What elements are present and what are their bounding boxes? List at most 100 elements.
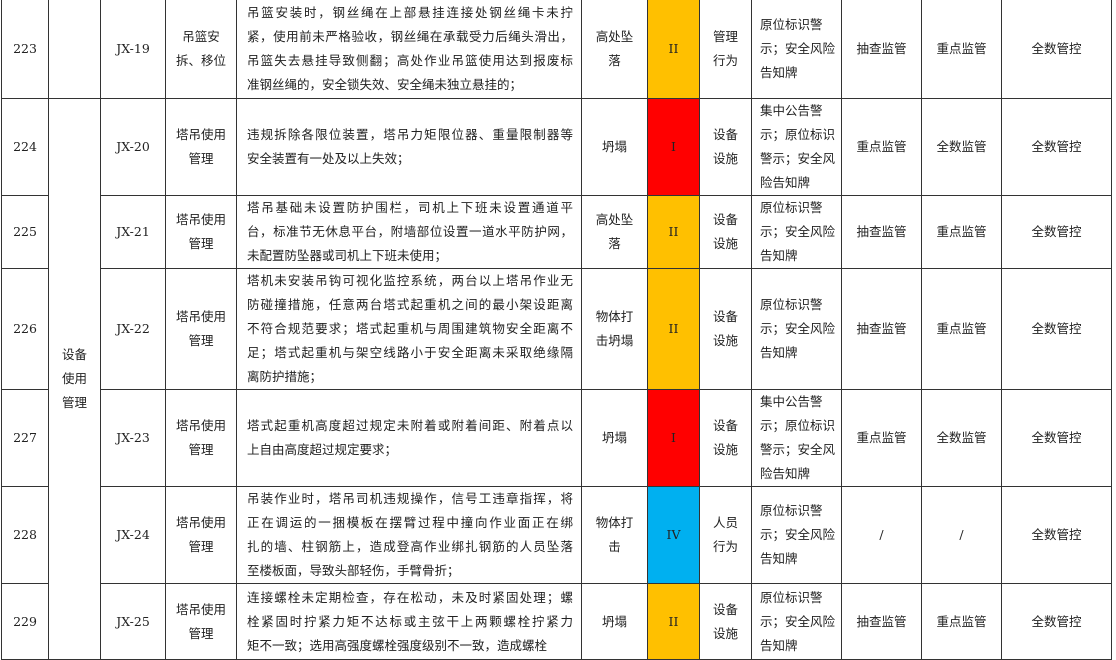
item-cell: 塔吊使用管理 (165, 268, 237, 390)
risk-factor-cell: 设备设施 (699, 583, 752, 660)
code-cell: JX-19 (100, 0, 166, 99)
control-cell: 全数管控 (1001, 486, 1112, 584)
row-number: 228 (1, 486, 49, 584)
code-cell: JX-22 (100, 268, 166, 390)
item-cell: 塔吊使用管理 (165, 98, 237, 196)
risk-level-cell: IV (647, 486, 700, 584)
description-line: 上自由高度超过规定要求； (247, 442, 398, 457)
row-number: 229 (1, 583, 49, 660)
description-cell: 吊篮安装时，钢丝绳在上部悬挂连接处钢丝绳卡未拧 紧，使用前未严格验收，钢丝绳在承载… (236, 0, 582, 99)
supervision-cell-2: 全数监管 (921, 98, 1002, 196)
description-line: 准钢丝绳的，安全锁失效、安全绳未独立悬挂的； (247, 77, 523, 92)
table-row: 224 设备使用管理 JX-20 塔吊使用管理 违规拆除各限位装置，塔吊力矩限位器、重量… (1, 98, 1112, 660)
table-row: 227 JX-23 塔吊使用管理 塔式起重机高度超过规定未附着或附着间距、附着点以 上自… (1, 389, 1112, 487)
description-line: 吊装作业时，塔吊司机违规操作，信号工违章指挥，将 (247, 491, 573, 506)
warning-method-cell: 原位标识警示；安全风险告知牌 (751, 268, 842, 390)
warning-method-cell: 集中公告警示；原位标识警示；安全风险告知牌 (751, 389, 842, 487)
description-cell: 吊装作业时，塔吊司机违规操作，信号工违章指挥，将 正在调运的一捆模板在摆臂过程中撞… (236, 486, 582, 584)
supervision-cell-1: 抽查监管 (841, 268, 922, 390)
code-cell: JX-25 (100, 583, 166, 660)
code-cell: JX-23 (100, 389, 166, 487)
control-cell: 全数管控 (1001, 195, 1112, 269)
accident-type-cell: 高处坠落 (581, 0, 648, 99)
code-cell: JX-21 (100, 195, 166, 269)
description-line: 离防护措施； (247, 369, 323, 384)
table-row: 225 JX-21 塔吊使用管理 塔吊基础未设置防护围栏，司机上下班未设置通道平 台，标… (1, 195, 1112, 269)
supervision-cell-1: 重点监管 (841, 98, 922, 196)
risk-factor-cell: 设备设施 (699, 268, 752, 390)
description-cell: 塔式起重机高度超过规定未附着或附着间距、附着点以 上自由高度超过规定要求； (236, 389, 582, 487)
accident-type-cell: 坍塌 (581, 389, 648, 487)
risk-factor-cell: 设备设施 (699, 195, 752, 269)
risk-level-cell: II (647, 583, 700, 660)
supervision-cell-1: / (841, 486, 922, 584)
description-line: 不符合规范要求；塔式起重机与周围建筑物安全距离不 (247, 321, 573, 336)
risk-level-cell: II (647, 0, 700, 99)
row-number: 227 (1, 389, 49, 487)
control-cell: 全数管控 (1001, 268, 1112, 390)
row-number: 226 (1, 268, 49, 390)
warning-method-cell: 原位标识警示；安全风险告知牌 (751, 486, 842, 584)
supervision-cell-1: 重点监管 (841, 389, 922, 487)
description-line: 塔式起重机高度超过规定未附着或附着间距、附着点以 (247, 418, 573, 433)
table-row: 226 JX-22 塔吊使用管理 塔机未安装吊钩可视化监控系统，两台以上塔吊作业无 防碰… (1, 268, 1112, 390)
row-number: 224 (1, 98, 49, 196)
description-line: 足；塔式起重机与架空线路小于安全距离未采取绝缘隔 (247, 345, 573, 360)
code-cell: JX-20 (100, 98, 166, 196)
description-cell: 塔吊基础未设置防护围栏，司机上下班未设置通道平 台，标准节无休息平台，附墙部位设置… (236, 195, 582, 269)
accident-type-cell: 物体打击坍塌 (581, 268, 648, 390)
table-row: 229 JX-25 塔吊使用管理 连接螺栓未定期检查，存在松动，未及时紧固处理；螺 栓紧… (1, 583, 1112, 660)
category-cell (48, 0, 101, 99)
item-cell: 塔吊使用管理 (165, 195, 237, 269)
description-line: 台，标准节无休息平台，附墙部位设置一道水平防护网， (247, 224, 573, 239)
accident-type-cell: 坍塌 (581, 583, 648, 660)
supervision-cell-2: 重点监管 (921, 0, 1002, 99)
risk-factor-cell: 设备设施 (699, 98, 752, 196)
risk-level-cell: I (647, 98, 700, 196)
row-number: 225 (1, 195, 49, 269)
description-line: 塔机未安装吊钩可视化监控系统，两台以上塔吊作业无 (247, 273, 573, 288)
description-line: 违规拆除各限位装置，塔吊力矩限位器、重量限制器等 (247, 127, 573, 142)
description-line: 防碰撞措施，任意两台塔式起重机之间的最小架设距离 (247, 297, 573, 312)
description-line: 栓紧固时拧紧力矩不达标或主弦干上两颗螺栓拧紧力 (247, 613, 573, 629)
warning-method-cell: 集中公告警示；原位标识警示；安全风险告知牌 (751, 98, 842, 196)
table-row: 223 JX-19 吊篮安拆、移位 吊篮安装时，钢丝绳在上部悬挂连接处钢丝绳卡未拧 紧，… (1, 0, 1112, 99)
risk-level-cell: II (647, 268, 700, 390)
item-cell: 塔吊使用管理 (165, 486, 237, 584)
warning-method-cell: 原位标识警示；安全风险告知牌 (751, 195, 842, 269)
description-cell: 违规拆除各限位装置，塔吊力矩限位器、重量限制器等 安全装置有一处及以上失效； (236, 98, 582, 196)
risk-level-cell: I (647, 389, 700, 487)
item-cell: 吊篮安拆、移位 (165, 0, 237, 99)
control-cell: 全数管控 (1001, 583, 1112, 660)
supervision-cell-2: 全数监管 (921, 389, 1002, 487)
description-line: 紧，使用前未严格验收，钢丝绳在承载受力后绳头滑出， (247, 29, 573, 44)
warning-method-cell: 原位标识警示；安全风险告知牌 (751, 583, 842, 660)
description-cell: 塔机未安装吊钩可视化监控系统，两台以上塔吊作业无 防碰撞措施，任意两台塔式起重机之… (236, 268, 582, 390)
item-cell: 塔吊使用管理 (165, 389, 237, 487)
description-line: 矩不一致；选用高强度螺栓强度级别不一致，造成螺栓 (247, 637, 548, 653)
supervision-cell-2: / (921, 486, 1002, 584)
description-line: 正在调运的一捆模板在摆臂过程中撞向作业面正在绑 (247, 515, 573, 530)
supervision-cell-1: 抽查监管 (841, 195, 922, 269)
accident-type-cell: 高处坠落 (581, 195, 648, 269)
supervision-cell-2: 重点监管 (921, 583, 1002, 660)
description-line: 扎的墙、柱钢筋上，造成登高作业绑扎钢筋的人员坠落 (247, 539, 573, 554)
risk-factor-cell: 设备设施 (699, 389, 752, 487)
description-cell: 连接螺栓未定期检查，存在松动，未及时紧固处理；螺 栓紧固时拧紧力矩不达标或主弦干上… (236, 583, 582, 660)
supervision-cell-1: 抽查监管 (841, 583, 922, 660)
risk-level-cell: II (647, 195, 700, 269)
supervision-cell-2: 重点监管 (921, 268, 1002, 390)
row-number: 223 (1, 0, 49, 99)
accident-type-cell: 坍塌 (581, 98, 648, 196)
description-line: 至楼板面，导致头部轻伤，手臂骨折； (247, 563, 460, 578)
control-cell: 全数管控 (1001, 98, 1112, 196)
description-line: 安全装置有一处及以上失效； (247, 151, 410, 166)
description-line: 吊篮安装时，钢丝绳在上部悬挂连接处钢丝绳卡未拧 (247, 5, 573, 20)
table-row: 228 JX-24 塔吊使用管理 吊装作业时，塔吊司机违规操作，信号工违章指挥，将 正在… (1, 486, 1112, 584)
supervision-cell-2: 重点监管 (921, 195, 1002, 269)
description-line: 塔吊基础未设置防护围栏，司机上下班未设置通道平 (247, 200, 573, 215)
accident-type-cell: 物体打击 (581, 486, 648, 584)
code-cell: JX-24 (100, 486, 166, 584)
description-line: 连接螺栓未定期检查，存在松动，未及时紧固处理；螺 (247, 589, 573, 605)
